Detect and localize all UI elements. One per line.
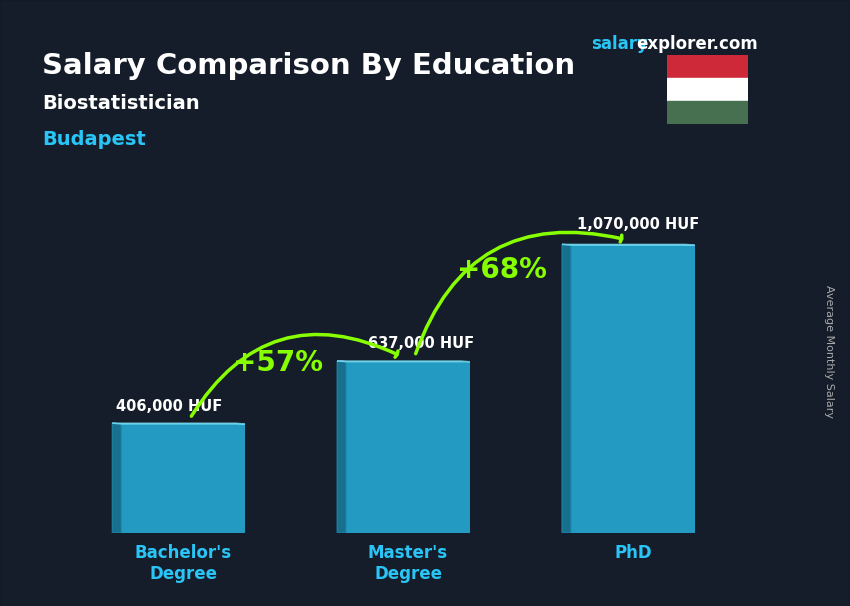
Text: +57%: +57% bbox=[233, 350, 323, 378]
Polygon shape bbox=[112, 423, 122, 533]
Text: Biostatistician: Biostatistician bbox=[42, 94, 200, 113]
Bar bbox=[667, 101, 748, 124]
Bar bbox=[571, 245, 694, 533]
Polygon shape bbox=[337, 361, 470, 362]
Text: +68%: +68% bbox=[457, 256, 547, 284]
Text: Budapest: Budapest bbox=[42, 130, 146, 149]
Text: 406,000 HUF: 406,000 HUF bbox=[116, 399, 222, 414]
Polygon shape bbox=[562, 244, 694, 245]
Text: 1,070,000 HUF: 1,070,000 HUF bbox=[576, 217, 699, 232]
Polygon shape bbox=[337, 361, 346, 533]
Text: Average Monthly Salary: Average Monthly Salary bbox=[824, 285, 834, 418]
Text: Salary Comparison By Education: Salary Comparison By Education bbox=[42, 52, 575, 79]
Polygon shape bbox=[112, 423, 245, 424]
Text: explorer.com: explorer.com bbox=[636, 35, 757, 53]
Bar bbox=[667, 55, 748, 78]
Bar bbox=[346, 362, 470, 533]
Polygon shape bbox=[562, 244, 571, 533]
Bar bbox=[667, 78, 748, 101]
Text: 637,000 HUF: 637,000 HUF bbox=[367, 336, 473, 351]
Text: salary: salary bbox=[591, 35, 648, 53]
Bar bbox=[122, 424, 245, 533]
